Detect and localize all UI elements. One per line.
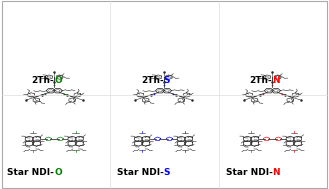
Text: Star NDI-: Star NDI- bbox=[117, 168, 164, 177]
Text: Star NDI-: Star NDI- bbox=[8, 168, 54, 177]
Text: N: N bbox=[272, 168, 280, 177]
Text: N: N bbox=[272, 76, 280, 85]
Text: Star NDI-: Star NDI- bbox=[226, 168, 272, 177]
Text: S: S bbox=[164, 168, 170, 177]
Text: S: S bbox=[164, 76, 170, 85]
Text: 2Th-: 2Th- bbox=[141, 76, 164, 85]
Text: O: O bbox=[54, 168, 62, 177]
Text: O: O bbox=[54, 76, 62, 85]
Text: 2Th-: 2Th- bbox=[32, 76, 54, 85]
Text: 2Th-: 2Th- bbox=[250, 76, 272, 85]
